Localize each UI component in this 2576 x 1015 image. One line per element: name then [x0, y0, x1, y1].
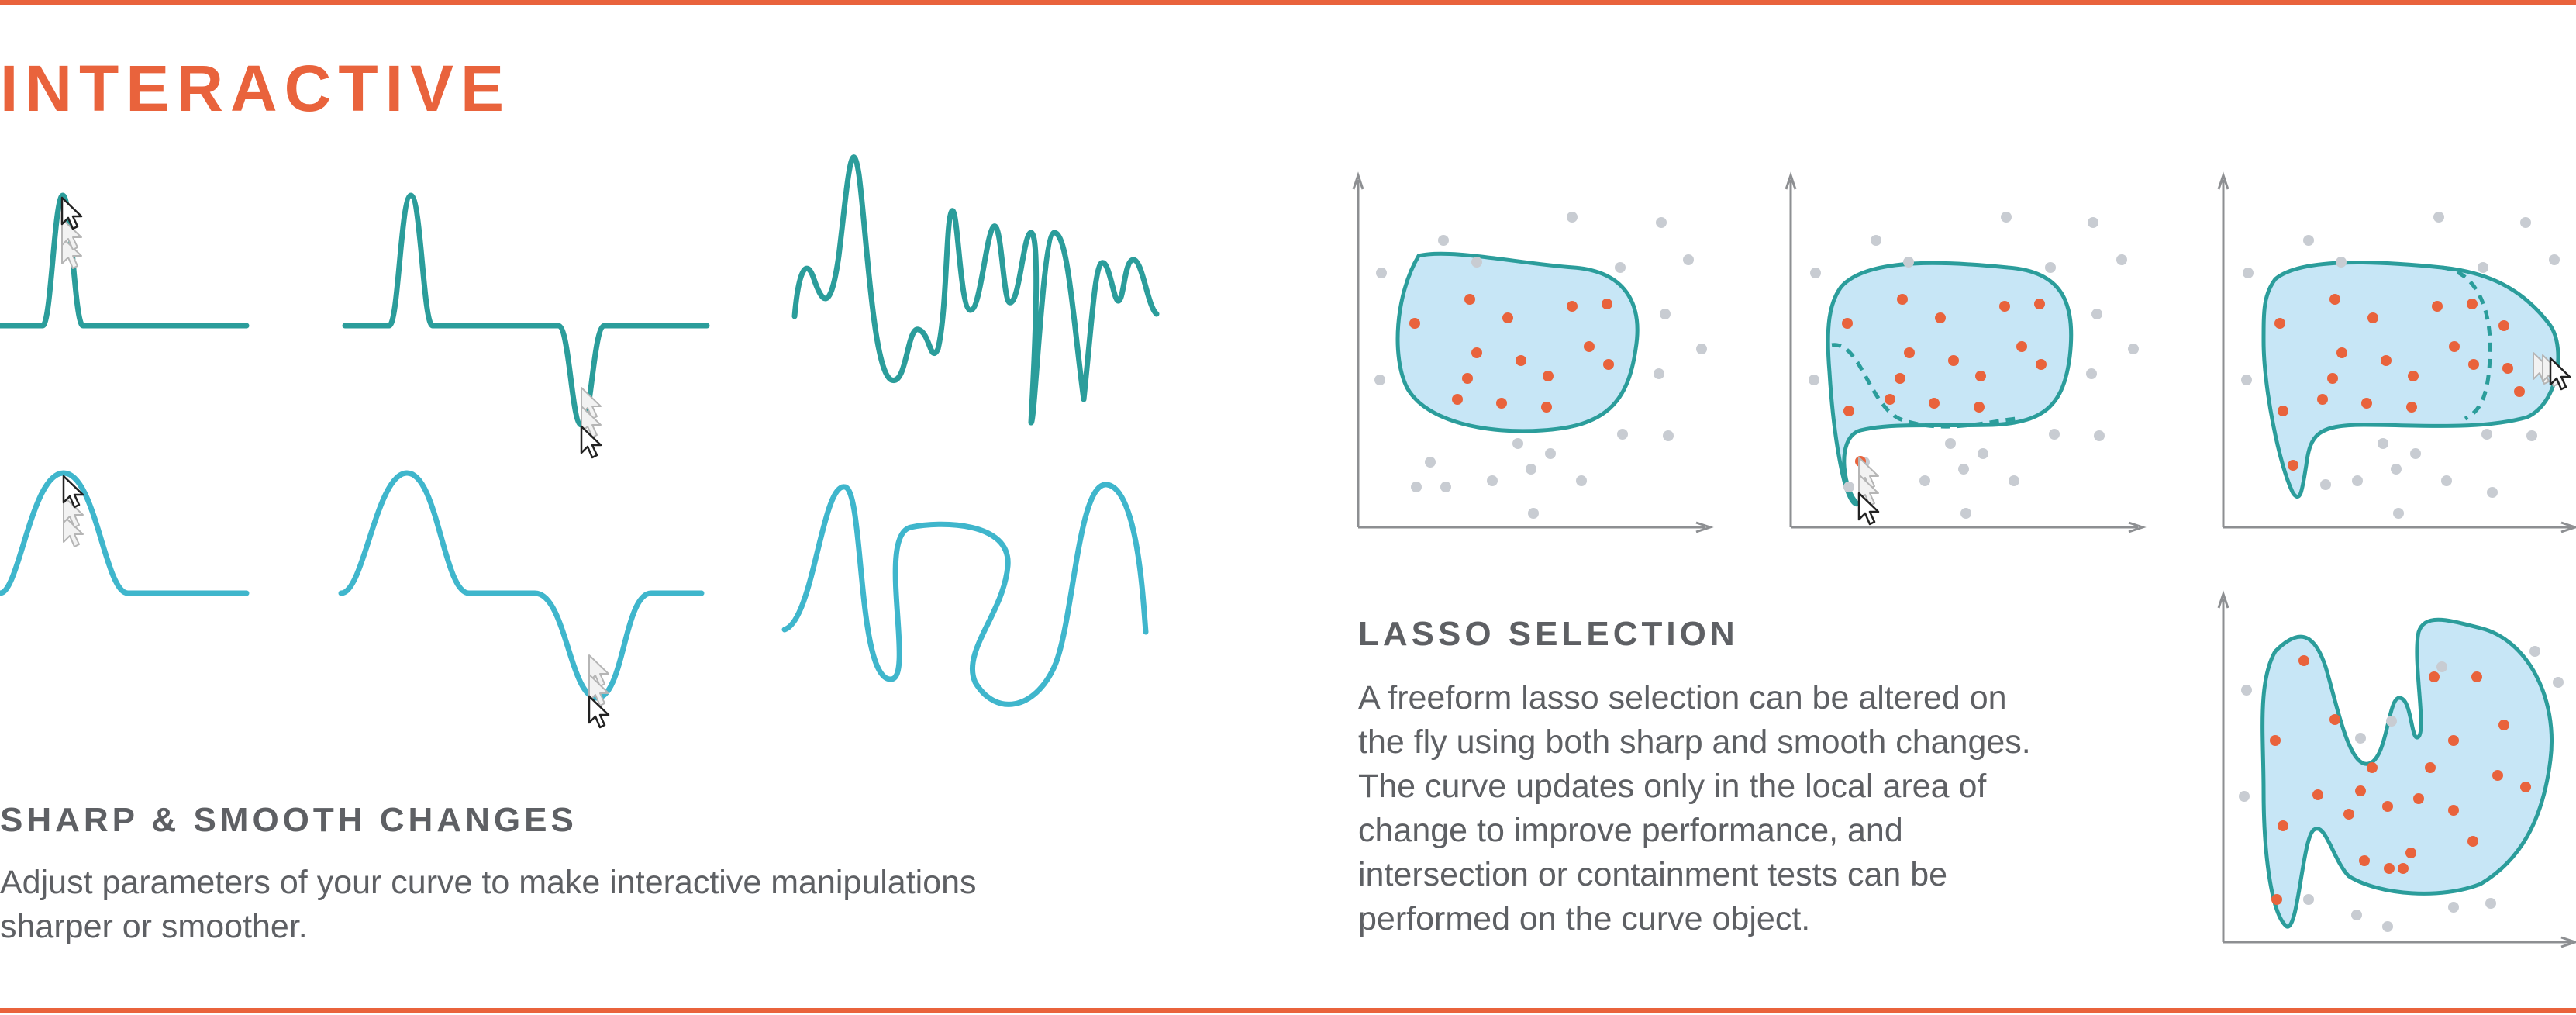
- sharp-smooth-body-line: Adjust parameters of your curve to make …: [0, 864, 977, 901]
- lasso-region: [2260, 617, 2554, 929]
- mouse-pointer-icon: [580, 387, 602, 459]
- lasso-panel-4: [2217, 590, 2576, 948]
- smooth-peak-valley-curve: [338, 470, 705, 701]
- lasso-body: A freeform lasso selection can be altere…: [1358, 676, 2031, 941]
- mouse-pointer-icon: [1857, 457, 1880, 526]
- sharp-wavy-curve: [791, 154, 1160, 426]
- lasso-body-line: performed on the curve object.: [1358, 900, 1811, 937]
- lasso-panel-1: [1352, 171, 1714, 533]
- lasso-body-line: A freeform lasso selection can be altere…: [1358, 679, 2007, 716]
- smooth-peak-curve: [0, 470, 250, 596]
- bottom-border: [0, 1008, 2576, 1013]
- sharp-smooth-body: Adjust parameters of your curve to make …: [0, 861, 977, 949]
- sharp-smooth-body-line: sharper or smoother.: [0, 908, 308, 945]
- lasso-panel-2: [1785, 171, 2147, 533]
- page-title: INTERACTIVE: [0, 52, 512, 125]
- lasso-panel-3: [2217, 171, 2576, 533]
- lasso-body-line: intersection or containment tests can be: [1358, 856, 1948, 893]
- sharp-smooth-heading: SHARP & SMOOTH CHANGES: [0, 801, 578, 839]
- top-border: [0, 0, 2576, 5]
- mouse-pointer-icon: [588, 654, 610, 729]
- smooth-wavy-curve: [781, 482, 1149, 707]
- lasso-body-line: the fly using both sharp and smooth chan…: [1358, 723, 2031, 761]
- lasso-body-line: change to improve performance, and: [1358, 812, 1903, 849]
- lasso-heading: LASSO SELECTION: [1358, 615, 1739, 653]
- sharp-peak-curve: [0, 192, 250, 329]
- sharp-peak-valley-curve: [342, 192, 710, 428]
- lasso-body-line: The curve updates only in the local area…: [1358, 768, 1987, 805]
- lasso-region: [1395, 251, 1640, 433]
- mouse-pointer-icon: [60, 196, 83, 269]
